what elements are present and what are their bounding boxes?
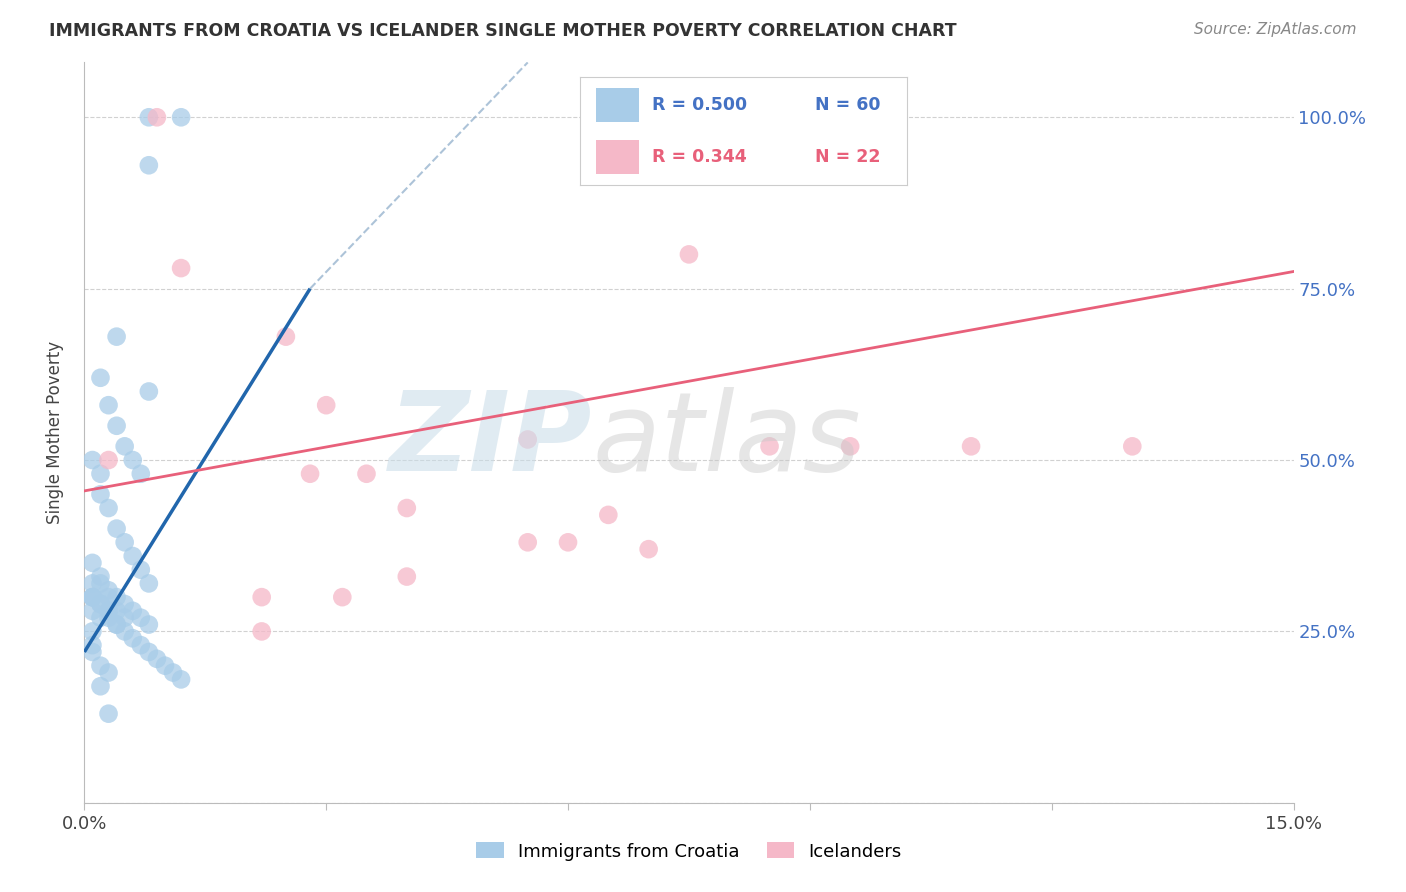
Point	[146, 110, 169, 124]
Point	[138, 645, 160, 659]
Point	[960, 439, 983, 453]
Legend: Immigrants from Croatia, Icelanders: Immigrants from Croatia, Icelanders	[470, 835, 908, 868]
Point	[89, 658, 111, 673]
Point	[82, 590, 104, 604]
Point	[170, 110, 193, 124]
Point	[315, 398, 337, 412]
Point	[89, 467, 111, 481]
Point	[82, 624, 104, 639]
Point	[274, 329, 297, 343]
Point	[395, 501, 418, 516]
Point	[82, 645, 104, 659]
Point	[839, 439, 862, 453]
Point	[138, 576, 160, 591]
Point	[598, 508, 620, 522]
Point	[170, 673, 193, 687]
Point	[97, 604, 120, 618]
Point	[97, 501, 120, 516]
Point	[516, 433, 538, 447]
Point	[89, 487, 111, 501]
Point	[89, 371, 111, 385]
Point	[97, 398, 120, 412]
Point	[129, 563, 152, 577]
Point	[129, 467, 152, 481]
Point	[250, 590, 273, 604]
Text: atlas: atlas	[592, 386, 860, 493]
Point	[97, 665, 120, 680]
Point	[114, 624, 136, 639]
Point	[516, 535, 538, 549]
Point	[114, 610, 136, 624]
Point	[153, 658, 176, 673]
Point	[114, 597, 136, 611]
Point	[299, 467, 322, 481]
Text: ZIP: ZIP	[388, 386, 592, 493]
Point	[97, 706, 120, 721]
Y-axis label: Single Mother Poverty: Single Mother Poverty	[45, 341, 63, 524]
Text: IMMIGRANTS FROM CROATIA VS ICELANDER SINGLE MOTHER POVERTY CORRELATION CHART: IMMIGRANTS FROM CROATIA VS ICELANDER SIN…	[49, 22, 957, 40]
Point	[356, 467, 378, 481]
Point	[129, 638, 152, 652]
Point	[146, 652, 169, 666]
Point	[121, 453, 143, 467]
Point	[138, 617, 160, 632]
Point	[97, 610, 120, 624]
Point	[82, 590, 104, 604]
Point	[138, 384, 160, 399]
Point	[557, 535, 579, 549]
Point	[82, 590, 104, 604]
Text: Source: ZipAtlas.com: Source: ZipAtlas.com	[1194, 22, 1357, 37]
Point	[121, 549, 143, 563]
Point	[162, 665, 184, 680]
Point	[105, 604, 128, 618]
Point	[82, 638, 104, 652]
Point	[114, 535, 136, 549]
Point	[105, 590, 128, 604]
Point	[105, 329, 128, 343]
Point	[637, 542, 659, 557]
Point	[170, 261, 193, 276]
Point	[138, 110, 160, 124]
Point	[395, 569, 418, 583]
Point	[89, 576, 111, 591]
Point	[97, 453, 120, 467]
Point	[105, 418, 128, 433]
Point	[82, 604, 104, 618]
Point	[758, 439, 780, 453]
Point	[1121, 439, 1143, 453]
Point	[89, 610, 111, 624]
Point	[89, 679, 111, 693]
Point	[97, 590, 120, 604]
Point	[121, 604, 143, 618]
Point	[82, 576, 104, 591]
Point	[121, 632, 143, 646]
Point	[89, 597, 111, 611]
Point	[97, 604, 120, 618]
Point	[105, 617, 128, 632]
Point	[89, 569, 111, 583]
Point	[129, 610, 152, 624]
Point	[105, 522, 128, 536]
Point	[330, 590, 353, 604]
Point	[114, 439, 136, 453]
Point	[105, 617, 128, 632]
Point	[250, 624, 273, 639]
Point	[82, 556, 104, 570]
Point	[97, 583, 120, 598]
Point	[82, 453, 104, 467]
Point	[138, 158, 160, 172]
Point	[678, 247, 700, 261]
Point	[89, 597, 111, 611]
